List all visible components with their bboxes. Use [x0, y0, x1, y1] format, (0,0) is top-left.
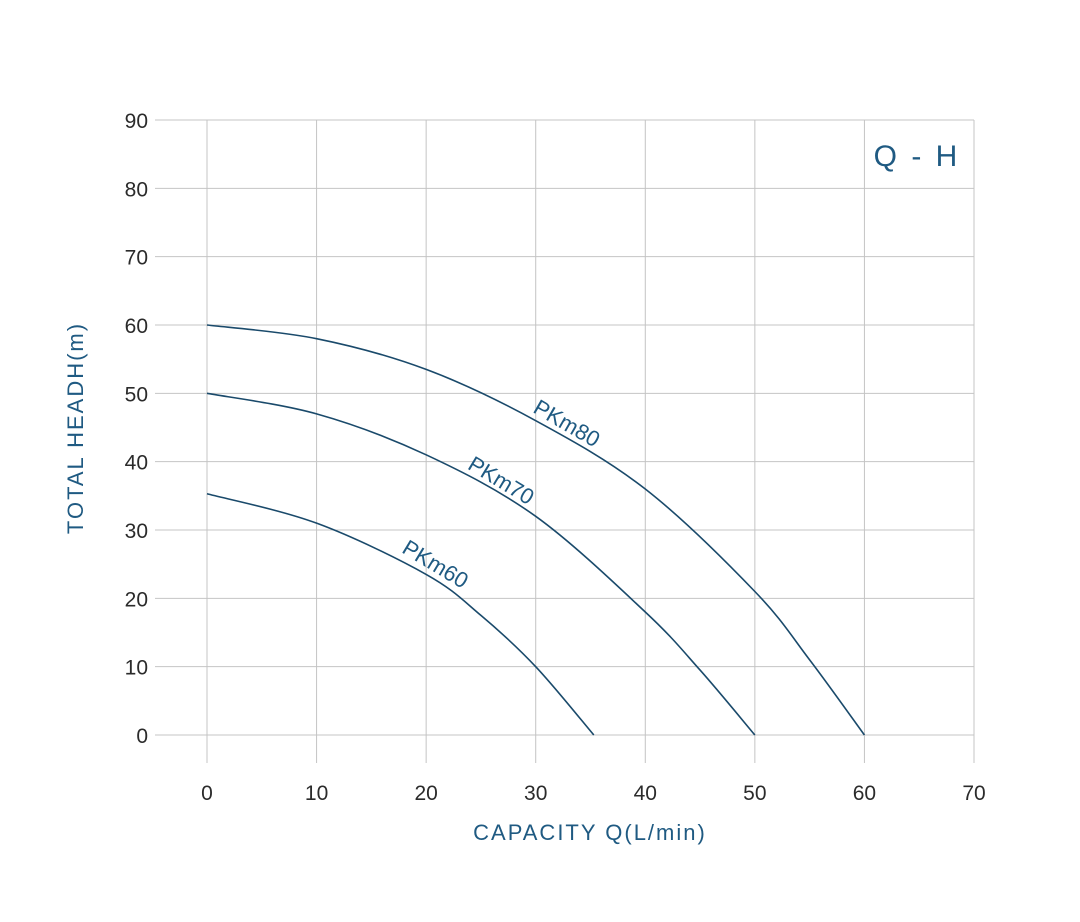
- x-tick-label: 10: [305, 782, 328, 805]
- y-tick-label: 0: [136, 725, 148, 748]
- x-tick-label: 0: [201, 782, 213, 805]
- x-tick-label: 70: [962, 782, 985, 805]
- x-axis-title: CAPACITY Q(L/min): [473, 820, 707, 845]
- x-axis-ticks: 0 10 20 30 40 50 60 70: [201, 782, 986, 805]
- y-tick-label: 70: [125, 247, 148, 270]
- series-line-pkm60: [206, 493, 595, 736]
- y-tick-label: 20: [125, 588, 148, 611]
- x-tick-label: 20: [414, 782, 437, 805]
- y-tick-label: 80: [125, 178, 148, 201]
- x-tick-label: 40: [634, 782, 657, 805]
- series-curves: [206, 324, 866, 736]
- series-line-pkm80: [206, 324, 866, 736]
- y-tick-label: 50: [125, 383, 148, 406]
- y-tick-label: 30: [125, 520, 148, 543]
- y-tick-label: 90: [125, 110, 148, 133]
- y-axis-ticks: 0 10 20 30 40 50 60 70 80 90: [125, 110, 148, 748]
- y-tick-label: 10: [125, 657, 148, 680]
- series-label-pkm70: PKm70: [464, 451, 539, 510]
- series-line-pkm70: [206, 392, 756, 736]
- x-tick-label: 50: [743, 782, 766, 805]
- y-tick-label: 40: [125, 452, 148, 475]
- y-axis-title: TOTAL HEADH(m): [63, 322, 88, 534]
- chart-title: Q - H: [874, 140, 961, 173]
- grid: [155, 119, 975, 763]
- x-tick-label: 30: [524, 782, 547, 805]
- x-tick-label: 60: [853, 782, 876, 805]
- y-tick-label: 60: [125, 315, 148, 338]
- series-label-pkm60: PKm60: [398, 535, 473, 594]
